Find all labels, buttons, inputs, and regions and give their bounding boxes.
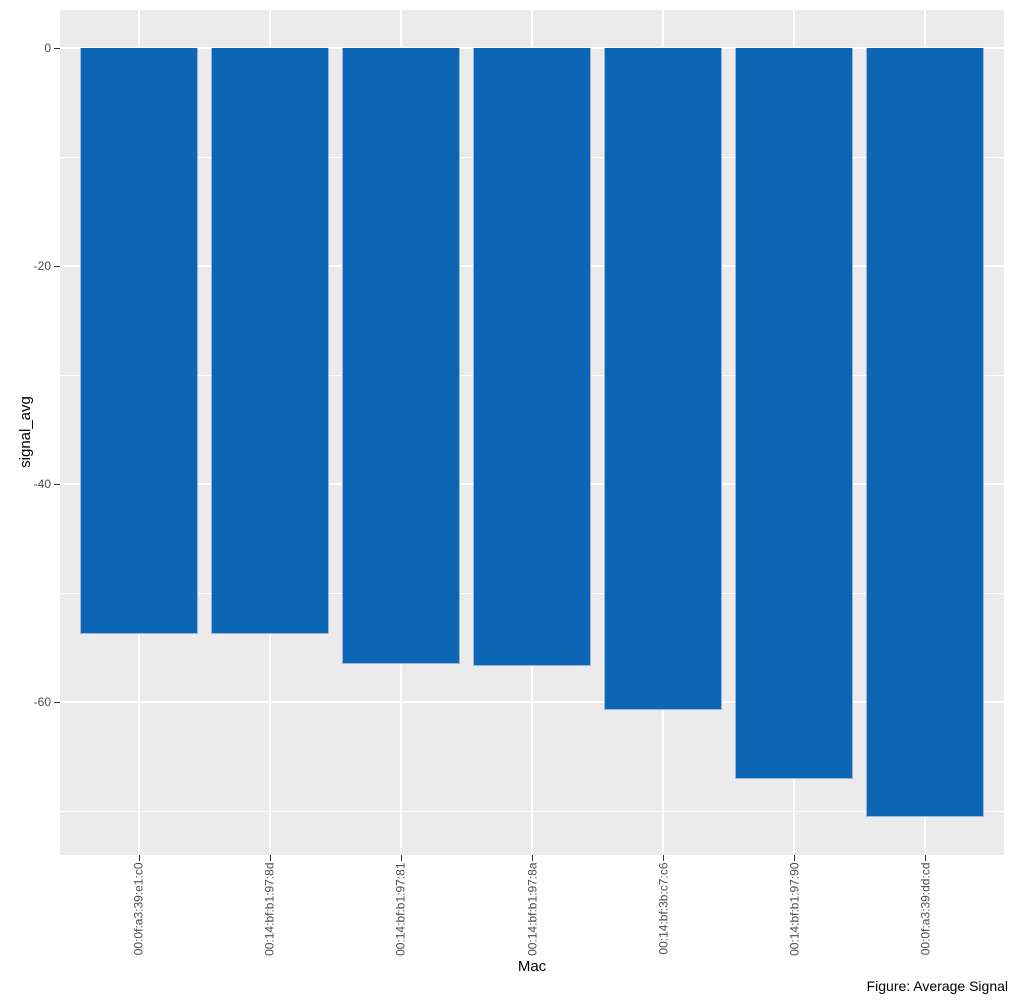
y-tick-mark (54, 702, 60, 704)
bar (604, 48, 723, 710)
y-tick-label: -20 (33, 259, 51, 274)
y-axis-title: signal_avg (17, 396, 34, 468)
x-tick-mark (663, 855, 665, 861)
x-tick-mark (925, 855, 927, 861)
y-tick-label: -60 (33, 695, 51, 710)
bar (210, 48, 329, 634)
y-tick-mark (54, 484, 60, 486)
y-tick-mark (54, 266, 60, 268)
y-tick-label: 0 (44, 41, 51, 56)
x-tick-mark (532, 855, 533, 861)
bar (866, 48, 985, 817)
x-tick-label: 00:14:bf:b1:97:8d (262, 862, 277, 956)
x-tick-mark (138, 855, 140, 861)
bar (341, 48, 460, 665)
x-tick-label: 00:0f:a3:39:e1:c0 (131, 862, 146, 955)
x-tick-mark (794, 855, 796, 861)
bar (735, 48, 854, 779)
x-tick-label: 00:14:bf:3b:c7:c6 (656, 862, 671, 955)
bar (473, 48, 591, 667)
x-axis-title: Mac (517, 958, 547, 975)
y-tick-mark (54, 48, 60, 50)
x-tick-mark (400, 855, 402, 861)
plot-panel (60, 10, 1004, 855)
y-tick-label: -40 (33, 477, 51, 492)
x-tick-mark (269, 855, 271, 861)
bar (79, 48, 198, 634)
x-tick-label: 00:0f:a3:39:dd:cd (918, 862, 933, 955)
x-tick-label: 00:14:bf:b1:97:90 (787, 862, 802, 956)
figure-caption: Figure: Average Signal (866, 978, 1008, 994)
x-tick-label: 00:14:bf:b1:97:81 (393, 862, 408, 956)
